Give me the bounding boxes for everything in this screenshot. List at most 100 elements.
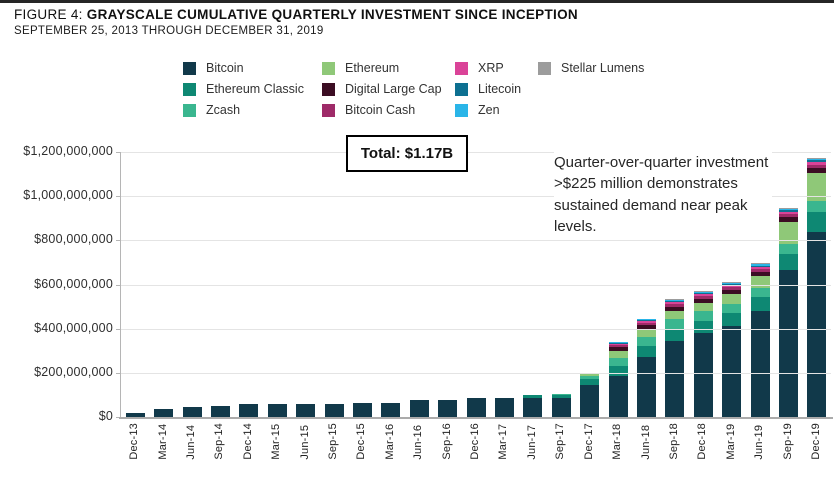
y-axis-tick	[116, 240, 120, 242]
segment-litecoin	[750, 265, 770, 267]
bars-container	[121, 152, 831, 417]
x-axis-label: Mar-17	[497, 423, 510, 460]
x-axis-label: Dec-13	[128, 423, 141, 460]
segment-zcash	[580, 376, 600, 380]
segment-bitcoin	[239, 404, 259, 417]
x-label-slot: Jun-17	[518, 423, 546, 460]
segment-bitcoin	[722, 325, 742, 417]
segment-ethereum-classic	[722, 312, 742, 326]
stacked-bar-plot-area	[116, 152, 831, 418]
segment-stellar-lumens	[750, 263, 770, 265]
legend-item-label: Ethereum Classic	[206, 82, 304, 96]
segment-ethereum-classic	[637, 345, 657, 358]
segment-zcash	[608, 357, 628, 366]
x-label-slot: Mar-14	[148, 423, 176, 460]
legend-item-label: Bitcoin Cash	[345, 103, 416, 117]
x-label-slot: Dec-17	[575, 423, 603, 460]
figure-label: FIGURE 4:	[14, 7, 83, 22]
legend-item-bitcoin-cash: Bitcoin Cash	[322, 103, 455, 117]
segment-digital-large-cap	[750, 271, 770, 276]
segment-ethereum-classic	[779, 253, 799, 271]
segment-bitcoin-cash	[693, 296, 713, 299]
bar-slot	[320, 403, 348, 417]
segment-zcash	[750, 288, 770, 298]
segment-bitcoin	[580, 385, 600, 417]
x-label-slot: Dec-14	[234, 423, 262, 460]
legend-item-xrp: XRP	[455, 61, 538, 75]
bar-slot	[661, 299, 689, 417]
bar-slot	[291, 403, 319, 417]
bar-Sep-19	[779, 207, 799, 417]
segment-stellar-lumens	[665, 299, 685, 301]
segment-bitcoin	[154, 409, 174, 417]
bar-slot	[206, 405, 234, 417]
segment-zen	[665, 300, 685, 302]
bar-Jun-15	[296, 403, 316, 417]
segment-bitcoin	[551, 398, 571, 417]
segment-ethereum-classic	[665, 328, 685, 341]
bar-Mar-15	[267, 403, 287, 417]
gridline	[121, 284, 831, 286]
segment-xrp	[637, 320, 657, 323]
segment-xrp	[693, 294, 713, 297]
x-axis-label: Jun-16	[412, 424, 425, 460]
legend-swatch-icon	[322, 103, 335, 117]
x-axis-label: Jun-15	[298, 424, 311, 460]
bar-Mar-16	[381, 402, 401, 417]
legend-item-stellar-lumens: Stellar Lumens	[538, 61, 644, 75]
segment-ethereum	[807, 173, 827, 202]
legend-item-bitcoin: Bitcoin	[183, 61, 322, 75]
x-axis-label: Dec-16	[469, 423, 482, 460]
x-axis-label: Sep-14	[213, 423, 226, 460]
figure-title-text: GRAYSCALE CUMULATIVE QUARTERLY INVESTMEN…	[86, 7, 578, 22]
bar-Dec-14	[239, 404, 259, 417]
gridline	[121, 152, 831, 153]
segment-zen	[750, 264, 770, 266]
segment-zen	[637, 318, 657, 320]
segment-zen	[807, 158, 827, 161]
segment-bitcoin	[523, 398, 543, 417]
legend-column-3: XRP Litecoin Zen	[455, 61, 538, 117]
legend-item-ethereum-classic: Ethereum Classic	[183, 82, 322, 96]
segment-zcash	[637, 337, 657, 346]
legend-item-label: Bitcoin	[206, 61, 244, 75]
legend-swatch-icon	[183, 82, 196, 96]
legend-swatch-icon	[455, 82, 468, 96]
segment-xrp	[807, 161, 827, 165]
segment-zcash	[807, 201, 827, 213]
segment-bitcoin	[750, 311, 770, 417]
figure-subtitle: SEPTEMBER 25, 2013 THROUGH DECEMBER 31, …	[14, 25, 324, 37]
bar-Dec-19	[807, 157, 827, 417]
bar-slot	[632, 318, 660, 417]
segment-bitcoin-cash	[722, 286, 742, 290]
segment-ethereum-classic	[807, 212, 827, 232]
x-label-slot: Jun-16	[404, 423, 432, 460]
y-axis-tick	[116, 417, 120, 418]
segment-bitcoin-cash	[608, 344, 628, 348]
segment-ethereum-classic	[580, 379, 600, 386]
x-axis-label: Mar-16	[383, 423, 396, 460]
segment-bitcoin-cash	[750, 268, 770, 272]
segment-xrp	[665, 302, 685, 305]
x-label-slot: Mar-17	[489, 423, 517, 460]
bar-slot	[547, 393, 575, 417]
legend-swatch-icon	[455, 61, 468, 75]
x-axis-label: Dec-19	[809, 423, 822, 460]
bar-Mar-17	[494, 398, 514, 417]
segment-bitcoin	[438, 399, 458, 417]
y-axis-label: $200,000,000	[34, 364, 113, 379]
legend-item-zen: Zen	[455, 103, 538, 117]
segment-ethereum	[580, 373, 600, 377]
segment-stellar-lumens	[779, 207, 799, 209]
legend-item-label: Stellar Lumens	[561, 61, 645, 75]
gridline	[121, 328, 831, 330]
x-axis-label: Jun-14	[185, 424, 198, 460]
segment-ethereum-classic	[750, 297, 770, 311]
bar-Sep-14	[210, 405, 230, 417]
x-axis-labels: Dec-13 Mar-14 Jun-14 Sep-14 Dec-14 Mar-15 Jun-…	[120, 423, 830, 460]
segment-bitcoin	[608, 376, 628, 417]
bar-slot	[235, 404, 263, 417]
segment-bitcoin	[779, 270, 799, 417]
segment-ethereum-classic	[608, 366, 628, 377]
